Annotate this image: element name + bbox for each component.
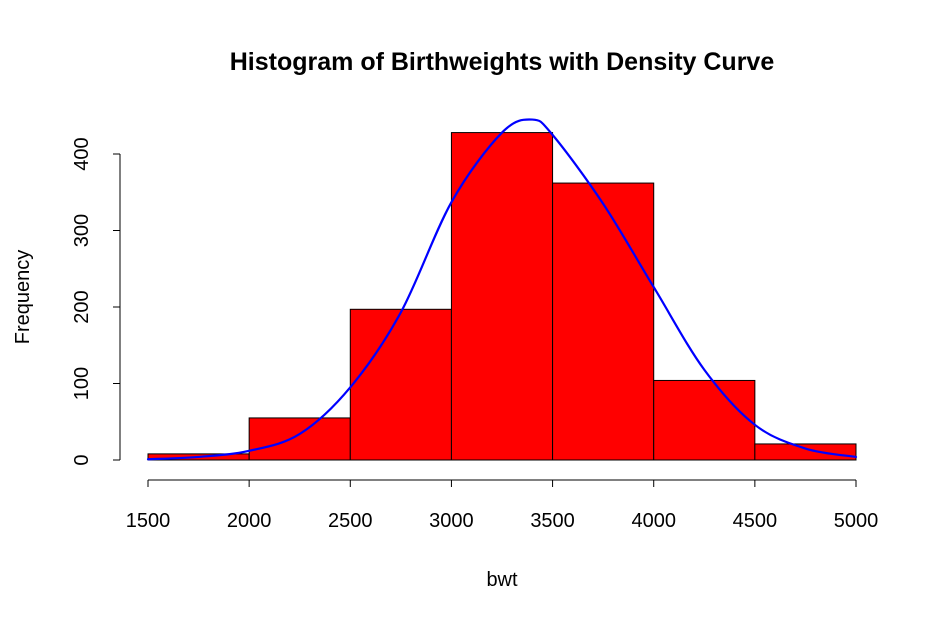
y-axis-tick-label: 0 <box>71 454 93 465</box>
x-axis-tick-label: 2000 <box>227 510 272 532</box>
bars-layer <box>147 132 857 461</box>
x-axis-tick-label: 1500 <box>126 510 171 532</box>
histogram-bar-6 <box>653 379 756 461</box>
x-axis-tick-label: 4000 <box>631 510 676 532</box>
histogram-bar-2 <box>248 417 351 461</box>
x-axis-tick-label: 2500 <box>328 510 373 532</box>
histogram-bar-4 <box>450 132 554 461</box>
y-axis-tick-label: 400 <box>71 137 93 170</box>
x-axis-tick-label: 3500 <box>530 510 575 532</box>
x-axis: 1500 2000 2500 3000 3500 4000 4500 5000 <box>126 479 879 532</box>
density-curve-layer <box>146 118 858 461</box>
y-axis-tick-label: 200 <box>71 290 93 323</box>
histogram-bar-5 <box>552 182 655 461</box>
density-curve <box>146 118 858 461</box>
x-axis-tick-label: 3000 <box>429 510 474 532</box>
histogram-bar-3 <box>349 308 452 461</box>
y-axis-tick-label: 300 <box>71 214 93 247</box>
y-axis: 0 100 200 300 400 <box>71 137 121 466</box>
x-axis-label: bwt <box>486 569 518 591</box>
y-axis-tick-label: 100 <box>71 367 93 400</box>
histogram-bar-7 <box>754 443 857 461</box>
chart-title: Histogram of Birthweights with Density C… <box>230 48 775 76</box>
y-axis-label: Frequency <box>12 250 34 345</box>
x-axis-tick-label: 5000 <box>834 510 879 532</box>
x-axis-tick-label: 4500 <box>733 510 778 532</box>
